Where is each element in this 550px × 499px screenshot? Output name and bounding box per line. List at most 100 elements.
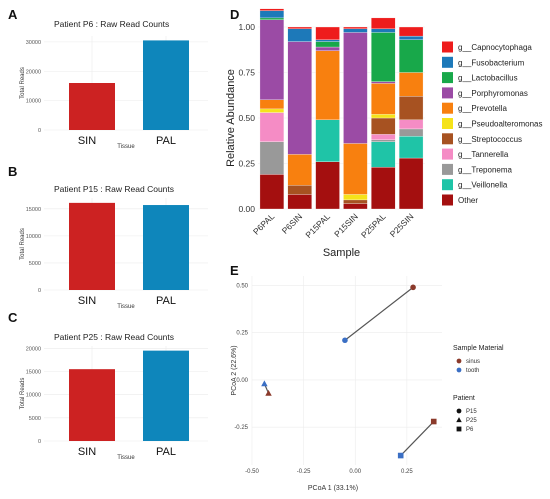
stack-segment-p25sin <box>398 35 424 40</box>
bar-pal <box>143 205 189 290</box>
bar-sin <box>69 202 115 290</box>
legend-swatch <box>442 72 453 84</box>
x-category-label: P25PAL <box>359 211 388 240</box>
panel-label-c: C <box>8 310 18 325</box>
y-tick-label: 20000 <box>26 69 41 75</box>
y-axis-title: Total Reads <box>20 378 26 410</box>
x-category-label: P15SIN <box>332 211 360 239</box>
y-tick-label: 30000 <box>26 40 41 46</box>
panel-label-d: D <box>230 7 239 22</box>
legend-swatch <box>456 367 462 373</box>
stack-segment-p25sin <box>398 128 424 137</box>
panel-a-bar-chart: 0 10000 20000 30000 SIN PAL Patient P6 : Raw R… <box>20 19 208 150</box>
y-tick-label: 5000 <box>29 261 41 267</box>
y-tick-label: 0 <box>38 288 41 294</box>
y-tick-label: 0 <box>38 128 41 134</box>
stack-segment-p25pal <box>371 81 396 84</box>
stack-segment-p15pal <box>315 161 340 210</box>
stack-segment-p6sin <box>287 28 312 42</box>
x-tick-label: 0.00 <box>349 469 361 475</box>
x-tick-label: 0.25 <box>401 469 413 475</box>
legend-label: g__Streptococcus <box>458 135 522 144</box>
stack-segment-p6pal <box>259 141 285 175</box>
y-tick-label: 0 <box>38 439 41 445</box>
stack-segment-p25sin <box>398 72 424 97</box>
y-tick-label: 0.00 <box>236 378 248 384</box>
stack-segment-p15sin <box>343 32 368 144</box>
x-category-label: SIN <box>78 135 96 147</box>
legend-swatch <box>442 179 453 191</box>
y-tick-label: 1.00 <box>238 22 255 32</box>
stack-segment-p15pal <box>315 46 340 51</box>
x-category-label: P15PAL <box>303 211 332 240</box>
connection-line-p15 <box>344 286 414 341</box>
x-category-label: PAL <box>156 135 176 147</box>
stack-segment-p6pal <box>259 8 285 11</box>
x-category-label: PAL <box>156 446 176 458</box>
y-axis-title: Relative Abundance <box>225 69 237 167</box>
chart-title: Patient P25 : Raw Read Counts <box>54 332 174 342</box>
legend-shape-p6 <box>456 426 462 432</box>
y-tick-label: 10000 <box>26 234 41 240</box>
chart-title: Patient P15 : Raw Read Counts <box>54 184 174 194</box>
stack-segment-p6sin <box>287 41 312 155</box>
y-tick-label: 5000 <box>29 416 41 422</box>
panel-e-pcoa-scatter: -0.50 -0.25 0.00 0.25 0.50 0.25 0.00 -0.25 PCoA … <box>231 276 504 492</box>
legend-shape-p15 <box>456 408 462 414</box>
panel-d-stacked-bar-chart: 0.00 0.25 0.50 0.75 1.00 P6PAL P6SIN P15PAL P15S… <box>225 8 543 259</box>
x-category-label: SIN <box>78 446 96 458</box>
y-tick-label: 20000 <box>26 346 41 352</box>
legend-label: g__Prevotella <box>458 104 507 113</box>
x-axis-title: Tissue <box>117 144 135 150</box>
stack-segment-p6pal <box>259 174 285 210</box>
legend-label: g__Pseudoalteromonas <box>458 120 543 129</box>
point-p6-tooth <box>397 452 404 459</box>
stack-segment-p6pal <box>259 99 285 110</box>
legend-label: g__Fusobacterium <box>458 58 525 67</box>
legend-shape-p25 <box>456 417 462 423</box>
x-category-label: P6PAL <box>251 211 277 237</box>
stack-segment-p15pal <box>315 39 340 42</box>
legend-label: P15 <box>466 409 477 415</box>
panel-c-bar-chart: 0 5000 10000 15000 20000 SIN PAL Patient P25 : … <box>20 332 208 461</box>
x-axis-title: Tissue <box>117 455 135 461</box>
x-category-label: P6SIN <box>280 211 304 235</box>
x-category-label: P25SIN <box>388 211 416 239</box>
stack-segment-p6sin <box>287 26 312 29</box>
bar-pal <box>143 40 189 130</box>
legend-label: g__Porphyromonas <box>458 89 528 98</box>
stack-segment-p25pal <box>371 32 396 82</box>
stack-segment-p25pal <box>371 117 396 135</box>
legend-title-material: Sample Material <box>453 345 504 352</box>
x-axis-title: Sample <box>323 247 360 259</box>
point-p15-tooth <box>342 337 348 344</box>
legend-swatch <box>442 56 453 68</box>
y-tick-label: 0.25 <box>236 331 248 337</box>
stack-segment-p15sin <box>343 26 368 29</box>
bar-pal <box>143 350 189 441</box>
stack-segment-p6pal <box>259 112 285 142</box>
stack-segment-p25pal <box>371 139 396 142</box>
legend-title-patient: Patient <box>453 395 475 402</box>
x-category-label: PAL <box>156 295 176 307</box>
stack-segment-p6sin <box>287 154 312 186</box>
stack-segment-p15sin <box>343 28 368 33</box>
y-tick-label: 0.50 <box>238 113 255 123</box>
bar-sin <box>69 369 115 441</box>
point-p15-sinus <box>410 284 416 291</box>
legend-swatch <box>442 41 453 53</box>
legend-label: g__Tannerella <box>458 150 509 159</box>
x-tick-label: -0.25 <box>297 469 311 475</box>
stack-segment-p6pal <box>259 108 285 113</box>
stack-segment-p25sin <box>398 26 424 37</box>
connection-line-p6 <box>400 421 435 456</box>
stack-segment-p6sin <box>287 185 312 195</box>
panel-label-b: B <box>8 164 17 179</box>
x-axis-title: PCoA 1 (33.1%) <box>308 485 358 492</box>
legend-label: sinus <box>466 359 480 365</box>
stack-segment-p25sin <box>398 119 424 130</box>
legend-swatch <box>442 102 453 114</box>
chart-title: Patient P6 : Raw Read Counts <box>54 19 169 29</box>
y-tick-label: 10000 <box>26 393 41 399</box>
y-tick-label: 0.50 <box>236 283 248 289</box>
